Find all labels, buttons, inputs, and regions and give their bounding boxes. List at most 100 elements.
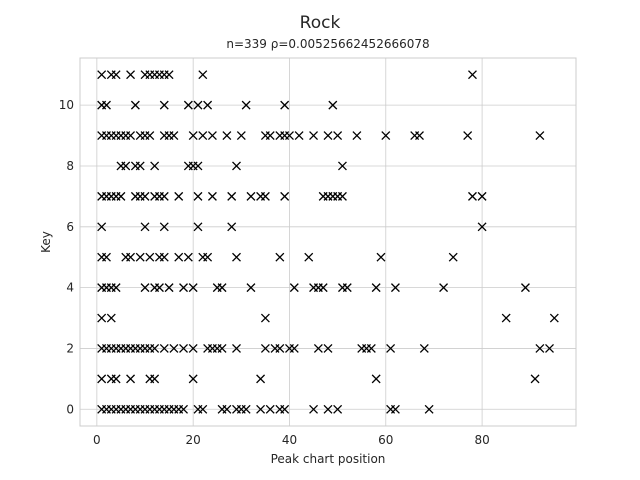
data-point — [97, 222, 107, 232]
data-point — [193, 222, 203, 232]
data-point — [390, 404, 400, 414]
data-point — [193, 191, 203, 201]
data-point — [366, 343, 376, 353]
data-point — [217, 283, 227, 293]
data-point — [371, 374, 381, 384]
data-point — [376, 252, 386, 262]
y-tick-label: 2 — [66, 341, 74, 355]
data-point — [203, 100, 213, 110]
data-point — [169, 131, 179, 141]
data-point — [188, 283, 198, 293]
data-point — [323, 343, 333, 353]
data-point — [260, 191, 270, 201]
data-point — [535, 131, 545, 141]
data-point — [145, 131, 155, 141]
data-point — [289, 283, 299, 293]
data-point — [140, 191, 150, 201]
data-point — [111, 70, 121, 80]
data-point — [304, 252, 314, 262]
data-point — [328, 100, 338, 110]
data-point — [183, 252, 193, 262]
data-point — [468, 191, 477, 201]
data-point — [227, 222, 237, 232]
y-tick-label: 8 — [66, 159, 74, 173]
data-point — [545, 343, 554, 353]
data-point — [318, 283, 328, 293]
data-point — [159, 252, 169, 262]
data-point — [236, 131, 246, 141]
data-point — [111, 374, 121, 384]
data-point — [381, 131, 391, 141]
data-point — [130, 100, 140, 110]
data-point — [463, 131, 473, 141]
data-point — [337, 161, 347, 171]
data-point — [207, 131, 217, 141]
data-point — [154, 283, 164, 293]
data-point — [217, 343, 227, 353]
data-point — [275, 252, 285, 262]
data-point — [246, 283, 256, 293]
plot-area — [79, 57, 577, 427]
data-point — [106, 313, 116, 323]
data-point — [179, 404, 188, 414]
data-point — [477, 191, 487, 201]
data-point — [313, 343, 323, 353]
data-point — [159, 100, 169, 110]
chart-title: Rock — [300, 13, 341, 33]
data-point — [174, 252, 184, 262]
data-point — [520, 283, 530, 293]
data-point — [323, 131, 333, 141]
data-point — [285, 131, 294, 141]
data-point — [102, 252, 111, 262]
data-point — [415, 131, 424, 141]
y-tick-label: 10 — [59, 98, 74, 112]
data-point — [337, 191, 347, 201]
data-point — [222, 404, 232, 414]
y-tick-label: 0 — [66, 402, 74, 416]
data-point — [256, 374, 266, 384]
data-point — [198, 404, 208, 414]
data-point — [126, 70, 136, 80]
data-point — [159, 191, 169, 201]
data-point — [232, 252, 241, 262]
data-point — [121, 161, 131, 171]
data-point — [535, 343, 545, 353]
data-point — [102, 100, 111, 110]
data-point — [193, 100, 203, 110]
data-point — [207, 191, 217, 201]
data-point — [198, 70, 208, 80]
data-point — [289, 343, 299, 353]
data-point — [241, 404, 251, 414]
data-point — [188, 131, 198, 141]
y-tick-label: 6 — [66, 220, 74, 234]
data-point — [241, 100, 251, 110]
data-point — [150, 161, 160, 171]
y-tick-label: 4 — [66, 281, 74, 295]
data-point — [256, 404, 266, 414]
data-point — [164, 283, 174, 293]
data-point — [150, 374, 160, 384]
data-point — [183, 100, 193, 110]
data-point — [371, 283, 381, 293]
data-point — [386, 343, 396, 353]
data-point — [309, 131, 319, 141]
data-point — [145, 252, 155, 262]
data-point — [126, 252, 136, 262]
x-axis-label: Peak chart position — [271, 452, 386, 466]
data-point — [390, 283, 400, 293]
data-point — [164, 70, 174, 80]
data-point — [342, 283, 352, 293]
data-point — [150, 343, 160, 353]
data-point — [265, 131, 275, 141]
data-point — [232, 161, 241, 171]
data-point — [179, 343, 188, 353]
data-point — [352, 131, 362, 141]
data-point — [111, 283, 121, 293]
data-point — [294, 131, 304, 141]
data-point — [333, 404, 343, 414]
data-point — [260, 343, 270, 353]
data-point — [135, 161, 145, 171]
data-point — [188, 374, 198, 384]
x-tick-label: 40 — [282, 433, 297, 447]
